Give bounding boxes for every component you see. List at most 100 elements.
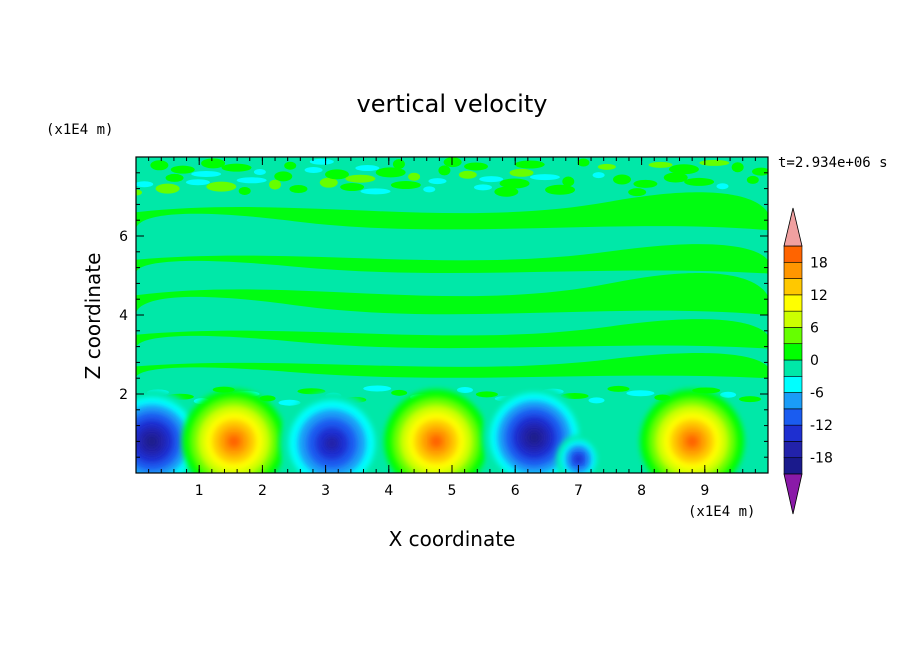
texture-blob [716, 183, 729, 190]
positive-band [136, 273, 768, 315]
texture-blob [560, 392, 589, 399]
contour-ring [324, 436, 340, 451]
x-tick-label: 6 [511, 483, 520, 499]
texture-blob [423, 186, 436, 193]
positive-band [136, 319, 768, 349]
colorbar-under-arrow [783, 473, 803, 515]
contour-ring [145, 434, 159, 448]
texture-blob [391, 389, 408, 396]
texture-blob [626, 390, 655, 397]
colorbar-tick-label: -18 [810, 451, 833, 467]
y-multiplier-label: (x1E4 m) [46, 122, 113, 138]
colorbar-segment [783, 294, 803, 312]
texture-blob [438, 165, 451, 176]
contour-ring [573, 454, 584, 465]
texture-blob [731, 162, 744, 173]
texture-blob [274, 171, 293, 182]
colorbar-tick-label: -12 [810, 418, 833, 434]
texture-blob [545, 184, 576, 195]
chart-title: vertical velocity [357, 90, 548, 118]
contour-ring [527, 430, 541, 444]
texture-blob [597, 163, 616, 170]
texture-blob [752, 167, 768, 176]
texture-blob [588, 397, 605, 404]
colorbar-segment [783, 343, 803, 361]
texture-blob [238, 186, 251, 195]
colorbar-segment [783, 441, 803, 459]
texture-blob [720, 391, 737, 398]
texture-blob [592, 172, 605, 179]
colorbar-over-arrow [783, 207, 803, 247]
y-axis-label: Z coordinate [81, 253, 105, 380]
velocity-cells [136, 385, 745, 473]
x-tick-label: 9 [700, 483, 709, 499]
texture-blob [390, 181, 421, 190]
colorbar: 18 12 6 0 -6 -12 -18 [783, 207, 833, 515]
colorbar-segment [783, 408, 803, 426]
colorbar-segment [783, 245, 803, 263]
colorbar-tick-label: 12 [810, 288, 828, 304]
colorbar-segment [783, 310, 803, 328]
x-tick-label: 1 [195, 483, 204, 499]
texture-blob [494, 186, 519, 197]
y-tick-label: 2 [119, 387, 128, 403]
colorbar-tick-label: 18 [810, 255, 828, 271]
colorbar-tick-label: -6 [810, 386, 824, 402]
velocity-cell-7 [640, 389, 745, 473]
contour-ring [227, 434, 241, 448]
texture-blob [155, 183, 180, 194]
texture-blob [136, 189, 142, 196]
texture-blob [746, 175, 759, 184]
y-axis: 2 4 6 [119, 172, 768, 458]
colorbar-segment [783, 457, 803, 475]
texture-blob [473, 184, 492, 191]
texture-blob [278, 399, 301, 406]
texture-blob [684, 177, 715, 186]
colorbar-segment [783, 278, 803, 296]
y-tick-label: 6 [119, 229, 128, 245]
texture-blob [191, 170, 222, 177]
contour-ring [685, 434, 699, 448]
texture-blob [408, 172, 421, 181]
x-tick-label: 8 [637, 483, 646, 499]
texture-blob [136, 181, 154, 188]
texture-blob [428, 178, 447, 185]
velocity-cell-4 [384, 389, 489, 473]
colorbar-segment [783, 424, 803, 442]
texture-blob [340, 183, 365, 192]
texture-blob [375, 167, 406, 178]
texture-blob [529, 174, 560, 181]
velocity-cell-1 [136, 389, 204, 473]
texture-blob [668, 164, 699, 175]
texture-blob [269, 179, 282, 190]
plot-area [136, 157, 768, 473]
colorbar-segment [783, 327, 803, 345]
texture-blob [613, 174, 632, 185]
texture-blob [253, 169, 266, 176]
texture-blob [456, 387, 473, 394]
texture-blob [165, 173, 184, 182]
texture-blob [324, 169, 349, 180]
colorbar-segment [783, 392, 803, 410]
texture-blob [284, 161, 297, 170]
velocity-cell-6 [556, 435, 601, 473]
texture-blob [739, 396, 762, 403]
colorbar-tick-label: 6 [810, 320, 819, 336]
texture-blob [297, 388, 326, 395]
texture-blob [699, 159, 730, 166]
texture-blob [289, 184, 308, 193]
texture-blob [201, 158, 226, 169]
positive-band [136, 192, 768, 231]
texture-blob [360, 188, 391, 195]
texture-blob [648, 161, 673, 168]
texture-blob [221, 163, 252, 172]
texture-blob [509, 168, 534, 177]
texture-blob [633, 179, 658, 188]
texture-blob [363, 385, 392, 392]
x-tick-label: 2 [258, 483, 267, 499]
x-tick-label: 3 [321, 483, 330, 499]
velocity-cell-2 [181, 389, 286, 473]
texture-blob [458, 170, 477, 179]
texture-blob [309, 158, 334, 165]
